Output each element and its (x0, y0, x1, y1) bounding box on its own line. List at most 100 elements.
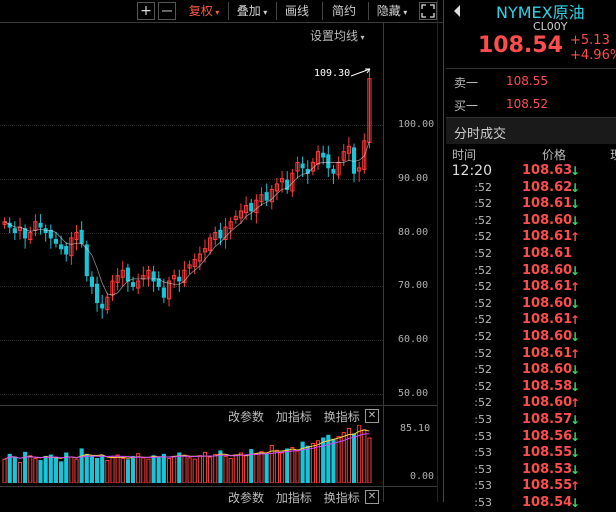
trade-row: :53 108.55 ↓ (446, 444, 616, 462)
trade-row: :53 108.53 ↓ (446, 461, 616, 479)
trade-time: :52 (474, 396, 492, 410)
trade-price: 108.55 (522, 445, 573, 461)
candle-body (233, 215, 238, 221)
trade-time: :53 (474, 479, 492, 493)
volume-bar (95, 457, 100, 483)
volume-bar (274, 449, 280, 483)
change-params-tab[interactable]: 改参数 (228, 410, 265, 424)
candle-body (161, 287, 166, 298)
trade-time: :53 (474, 462, 492, 476)
zoom-in-button[interactable]: + (137, 2, 155, 20)
add-indicator-tab[interactable]: 加指标 (275, 410, 312, 424)
indicator-tab-bar-bottom: 改参数 加指标 换指标 (228, 489, 360, 506)
scroll-track[interactable] (437, 0, 438, 502)
change-params-tab-2[interactable]: 改参数 (228, 491, 265, 505)
volume-bar (213, 453, 218, 483)
trades-header[interactable]: 分时成交 (454, 127, 507, 142)
volume-bar (202, 451, 208, 483)
buy-label: 买一 (454, 99, 479, 113)
candle-body (59, 244, 64, 250)
huaxian-button[interactable]: 画线 (284, 4, 309, 18)
jianyue-button[interactable]: 简约 (331, 4, 356, 18)
trade-price: 108.56 (522, 428, 573, 444)
buy-price: 108.52 (506, 97, 548, 111)
candle-body (223, 226, 228, 241)
candle-body (197, 253, 202, 262)
instrument-title: NYMEX原油 (496, 3, 585, 22)
bottom-pane-divider (0, 486, 437, 487)
volume-bar (305, 445, 310, 483)
volume-chart[interactable] (0, 425, 383, 483)
trade-time: :52 (474, 330, 492, 343)
volume-bar (12, 456, 17, 483)
trade-time: :52 (474, 313, 492, 327)
divider (446, 68, 616, 69)
quote-panel: NYMEX原油 CL00Y 108.54 +5.13 +4.96% 卖一 108… (446, 0, 616, 510)
trade-price: 108.61 (522, 312, 573, 328)
add-indicator-tab-2[interactable]: 加指标 (275, 491, 312, 505)
candle-body (244, 205, 249, 214)
close-indicator-icon[interactable]: ✕ (365, 409, 379, 423)
grid-line (0, 340, 383, 342)
candle-body (95, 283, 100, 304)
volume-bar (233, 454, 238, 483)
trade-row: :52 108.61 ↑ (446, 345, 616, 363)
candle-body (74, 232, 79, 241)
candle-body (280, 178, 285, 183)
trade-row: :52 108.60 ↓ (446, 295, 616, 313)
volume-bar (341, 432, 346, 483)
volume-bar (192, 458, 197, 483)
candle-body (23, 228, 28, 239)
candle-body (172, 275, 177, 280)
trade-time: :52 (474, 213, 492, 227)
ma-setting-button[interactable]: 设置均线 ▾ (310, 27, 365, 44)
price-change-pct: +4.96% (570, 48, 616, 63)
trade-time: :52 (474, 180, 492, 194)
volume-bar (218, 450, 223, 483)
candle-body (238, 210, 244, 219)
candlestick-chart[interactable] (0, 60, 383, 405)
yincang-button[interactable]: 隐藏 ▾ (370, 0, 414, 22)
instrument-code: CL00Y (533, 20, 568, 33)
fuquan-label: 复权 (188, 4, 213, 18)
arrow-down-icon: ↓ (570, 413, 581, 427)
arrow-down-icon: ↓ (570, 462, 581, 477)
volume-bar (331, 438, 336, 483)
zoom-out-button[interactable]: 一 (158, 2, 176, 20)
divider (446, 117, 616, 118)
volume-bar (17, 462, 23, 483)
switch-indicator-tab-2[interactable]: 换指标 (323, 491, 360, 505)
grid-line (0, 178, 383, 180)
candle-body (249, 202, 254, 212)
candle-body (228, 221, 233, 230)
candle-body (285, 179, 290, 190)
volume-bar (238, 452, 244, 483)
chart-toolbar: + 一 复权 ▾ 叠加 ▾ 画线 简约 隐藏 ▾ (0, 0, 443, 22)
back-arrow-icon[interactable] (452, 4, 462, 18)
candle-body (315, 151, 321, 165)
diejia-button[interactable]: 叠加 ▾ (230, 0, 274, 22)
volume-bar (300, 441, 305, 483)
candle-body (105, 296, 110, 311)
col-price: 价格 (542, 148, 567, 162)
volume-bar (151, 455, 156, 483)
fuquan-button[interactable]: 复权 ▾ (182, 0, 226, 22)
trade-time: :53 (474, 446, 492, 460)
expand-icon[interactable] (419, 2, 437, 20)
trade-row: :53 108.54 ↓ (446, 494, 616, 512)
candle-body (120, 269, 125, 278)
volume-bar (259, 451, 264, 483)
volume-bar (146, 458, 151, 483)
candle-body (38, 222, 43, 228)
arrow-up-icon: ↑ (570, 396, 581, 411)
candle-body (79, 229, 84, 244)
switch-indicator-tab[interactable]: 换指标 (323, 410, 360, 424)
volume-bar (310, 442, 315, 483)
y-tick-label: 50.00 (398, 388, 429, 400)
volume-bar (187, 457, 192, 483)
candle-body (69, 237, 74, 257)
trade-time: :52 (474, 197, 492, 211)
candle-body (202, 248, 208, 253)
arrow-down-icon: ↓ (570, 496, 581, 510)
volume-bar (228, 457, 233, 483)
